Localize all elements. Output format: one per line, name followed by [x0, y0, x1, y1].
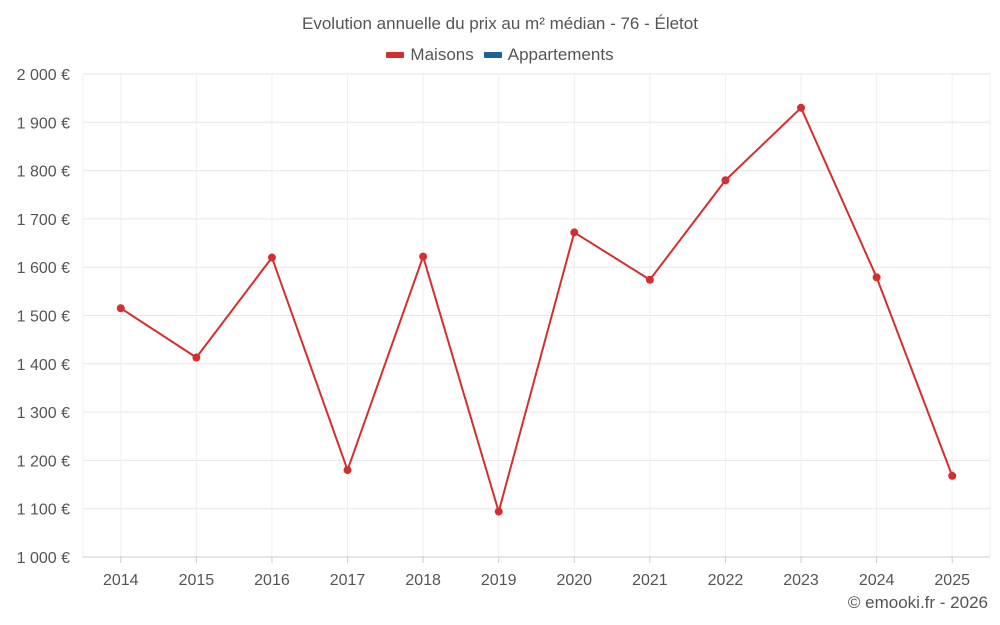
y-tick-label: 1 100 €: [17, 502, 70, 519]
legend-label-appartements: Appartements: [507, 45, 614, 64]
credit-text: © emooki.fr - 2026: [847, 593, 988, 612]
x-tick-label: 2018: [405, 572, 441, 589]
data-point-maisons-2019: [494, 507, 503, 516]
x-tick-label: 2021: [632, 572, 668, 589]
legend: Maisons Appartements: [0, 45, 1000, 65]
y-tick-label: 1 600 €: [17, 260, 70, 277]
x-tick-label: 2014: [103, 572, 139, 589]
data-point-maisons-2024: [872, 273, 881, 282]
legend-label-maisons: Maisons: [410, 45, 474, 64]
data-point-maisons-2021: [645, 275, 654, 284]
data-point-maisons-2016: [267, 253, 276, 262]
series-line-maisons: [120, 106, 954, 513]
x-tick-label: 2022: [708, 572, 744, 589]
data-point-maisons-2017: [343, 466, 352, 475]
data-point-maisons-2015: [192, 353, 201, 362]
x-tick-label: 2015: [179, 572, 215, 589]
legend-swatch-maisons: [386, 52, 405, 58]
y-tick-label: 1 000 €: [17, 550, 70, 567]
x-tick-label: 2017: [330, 572, 366, 589]
legend-item-appartements[interactable]: Appartements: [483, 45, 614, 65]
y-tick-label: 1 800 €: [17, 164, 70, 181]
x-tick-label: 2024: [859, 572, 895, 589]
data-point-maisons-2025: [948, 471, 957, 480]
y-tick-label: 2 000 €: [17, 67, 70, 84]
x-tick-label: 2020: [556, 572, 592, 589]
legend-item-maisons[interactable]: Maisons: [386, 45, 474, 65]
data-point-maisons-2023: [797, 103, 806, 112]
legend-swatch-appartements: [483, 52, 502, 58]
data-point-maisons-2020: [570, 228, 579, 237]
data-point-maisons-2022: [721, 176, 730, 185]
y-tick-label: 1 700 €: [17, 212, 70, 229]
y-tick-label: 1 400 €: [17, 357, 70, 374]
y-tick-label: 1 500 €: [17, 309, 70, 326]
y-tick-label: 1 900 €: [17, 115, 70, 132]
chart-title: Evolution annuelle du prix au m² médian …: [302, 14, 698, 33]
x-tick-label: 2016: [254, 572, 290, 589]
x-tick-label: 2025: [934, 572, 970, 589]
y-tick-label: 1 200 €: [17, 453, 70, 470]
data-point-maisons-2014: [116, 304, 125, 313]
y-tick-label: 1 300 €: [17, 405, 70, 422]
data-point-maisons-2018: [419, 252, 428, 261]
x-tick-label: 2019: [481, 572, 517, 589]
x-tick-label: 2023: [783, 572, 819, 589]
